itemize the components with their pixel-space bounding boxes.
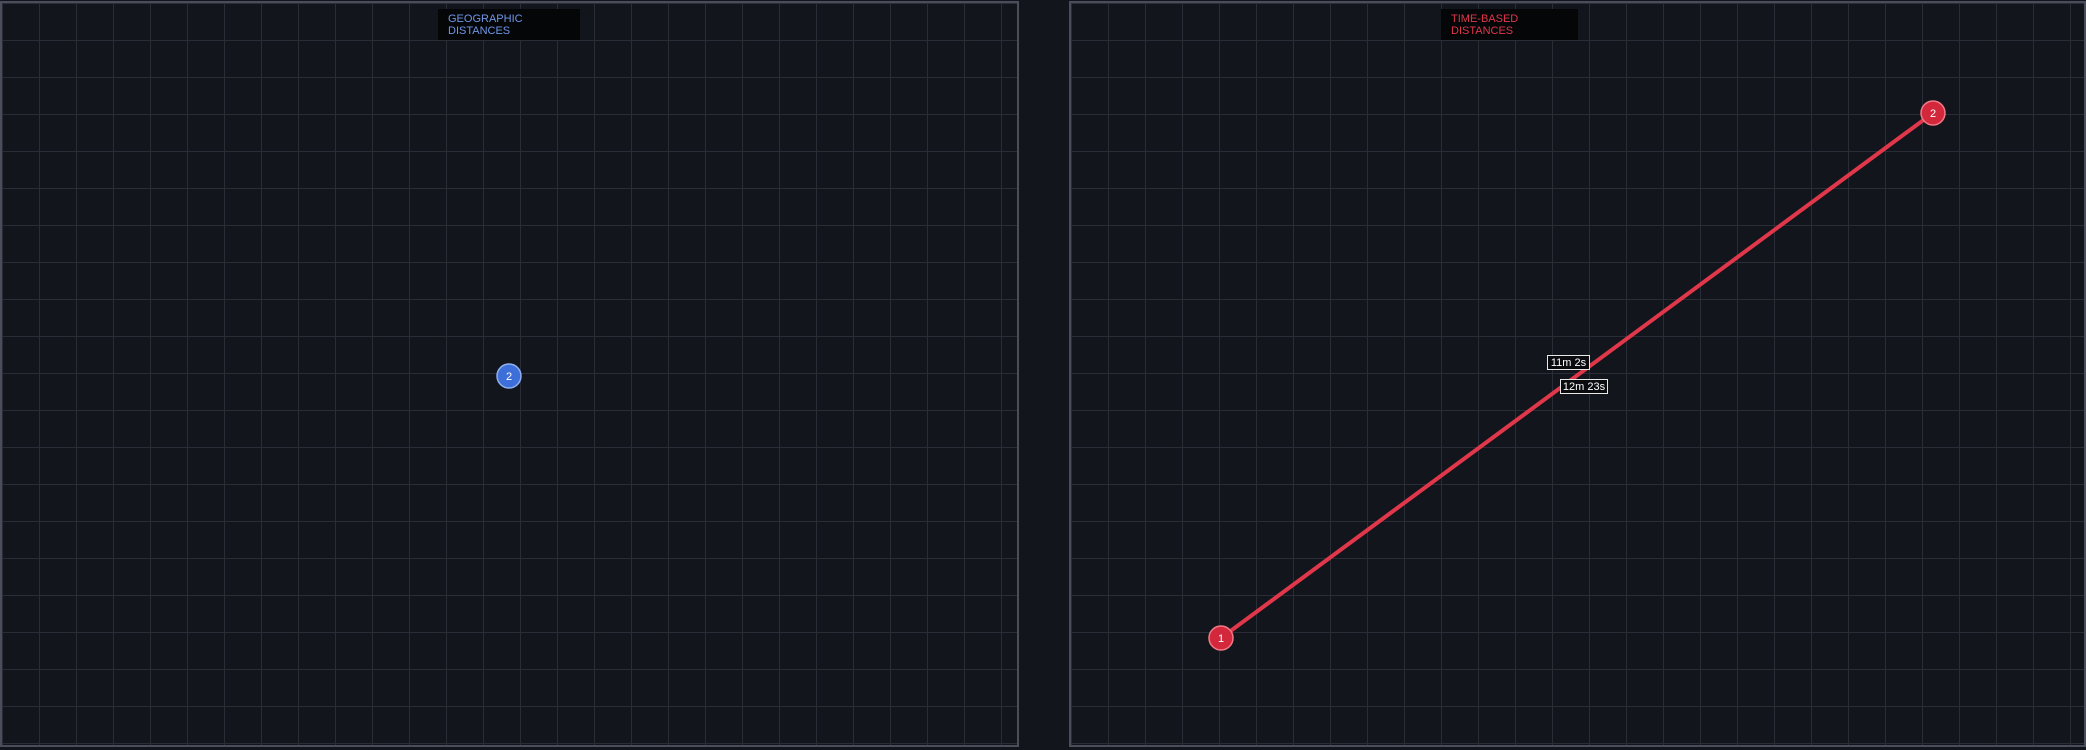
geographic-distances-title: GEOGRAPHIC DISTANCES xyxy=(438,9,580,40)
time-based-distances-title: TIME-BASED DISTANCES xyxy=(1441,9,1578,40)
geo-node-2-label: 2 xyxy=(506,371,512,383)
time-node-2[interactable]: 2 xyxy=(1920,100,1946,126)
edge-1-2[interactable] xyxy=(1219,111,1935,640)
edge-time-label-2: 12m 23s xyxy=(1560,379,1608,394)
edge-time-label-1: 11m 2s xyxy=(1547,355,1590,370)
time-node-1[interactable]: 1 xyxy=(1208,625,1234,651)
geo-node-2[interactable]: 2 xyxy=(496,363,522,389)
time-node-2-label: 2 xyxy=(1930,108,1936,120)
time-node-1-label: 1 xyxy=(1218,633,1224,645)
